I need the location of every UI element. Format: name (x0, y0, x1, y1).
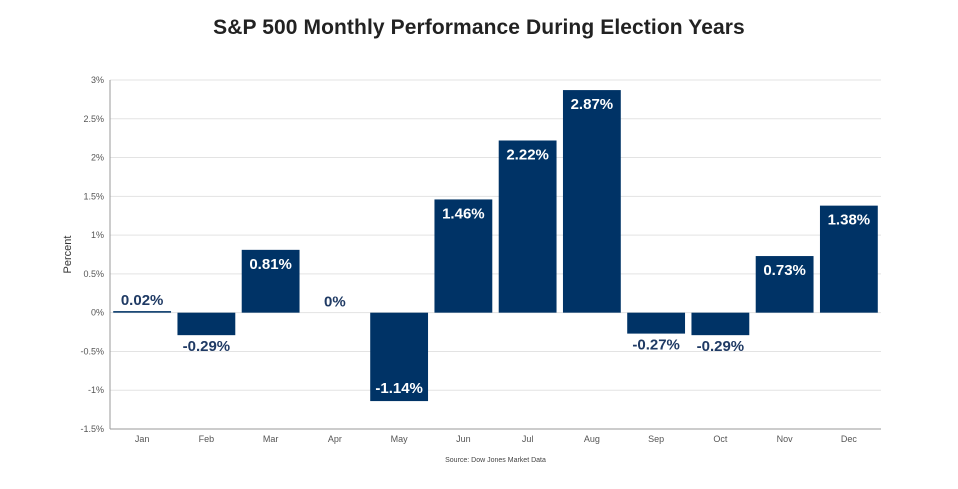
x-tick-label: Apr (328, 434, 342, 444)
data-labels: 0.02% -0.29% 0.81% 0% -1.14% 1.46% 2.22% 2.87% -… (121, 96, 870, 397)
chart-title: S&P 500 Monthly Performance During Elect… (213, 16, 745, 39)
bar (434, 199, 493, 313)
bar (113, 311, 172, 313)
data-label: 2.87% (571, 96, 614, 113)
bar (755, 256, 814, 313)
x-tick-label: Oct (713, 434, 728, 444)
data-label: 0.81% (249, 256, 292, 273)
x-tick-label: Dec (841, 434, 858, 444)
y-tick-label: 1% (91, 230, 104, 240)
bar (562, 90, 621, 313)
bar (498, 140, 557, 313)
y-axis-ticks: 3% 2.5% 2% 1.5% 1% 0.5% 0% -0.5% -1% -1.5% (80, 75, 104, 434)
source-note: Source: Dow Jones Market Data (445, 457, 546, 464)
y-tick-label: 3% (91, 75, 104, 85)
bar (691, 312, 750, 336)
data-label: -0.29% (697, 338, 745, 355)
x-axis-ticks: Jan Feb Mar Apr May Jun Jul Aug Sep Oct Nov Dec (135, 434, 858, 444)
data-label: 0.02% (121, 292, 164, 309)
data-label: 0.73% (763, 262, 806, 279)
x-tick-label: May (391, 434, 409, 444)
y-tick-label: -1% (88, 385, 104, 395)
data-label: -0.27% (632, 337, 680, 354)
data-label: -0.29% (183, 338, 231, 355)
y-tick-label: -1.5% (80, 424, 104, 434)
x-tick-label: Aug (584, 434, 600, 444)
bar (370, 312, 429, 402)
y-tick-label: 2.5% (83, 114, 104, 124)
data-label: 2.22% (506, 146, 549, 163)
y-tick-label: 0% (91, 308, 104, 318)
y-axis-title: Percent (62, 236, 74, 274)
data-label: -1.14% (375, 380, 423, 397)
x-tick-label: Nov (777, 434, 794, 444)
data-label: 1.46% (442, 205, 485, 222)
y-tick-label: -0.5% (80, 346, 104, 356)
x-tick-label: Jul (522, 434, 534, 444)
x-tick-label: Sep (648, 434, 664, 444)
y-tick-label: 2% (91, 153, 104, 163)
data-label: 1.38% (828, 212, 871, 229)
bar (819, 205, 878, 313)
x-tick-label: Mar (263, 434, 279, 444)
gridlines (109, 79, 881, 430)
bars (113, 90, 878, 402)
data-label: 0% (324, 294, 346, 311)
x-tick-label: Feb (199, 434, 215, 444)
bar (241, 249, 300, 313)
x-tick-label: Jan (135, 434, 150, 444)
x-tick-label: Jun (456, 434, 471, 444)
bar (627, 312, 686, 334)
y-tick-label: 0.5% (83, 269, 104, 279)
y-tick-label: 1.5% (83, 191, 104, 201)
bar (177, 312, 236, 336)
